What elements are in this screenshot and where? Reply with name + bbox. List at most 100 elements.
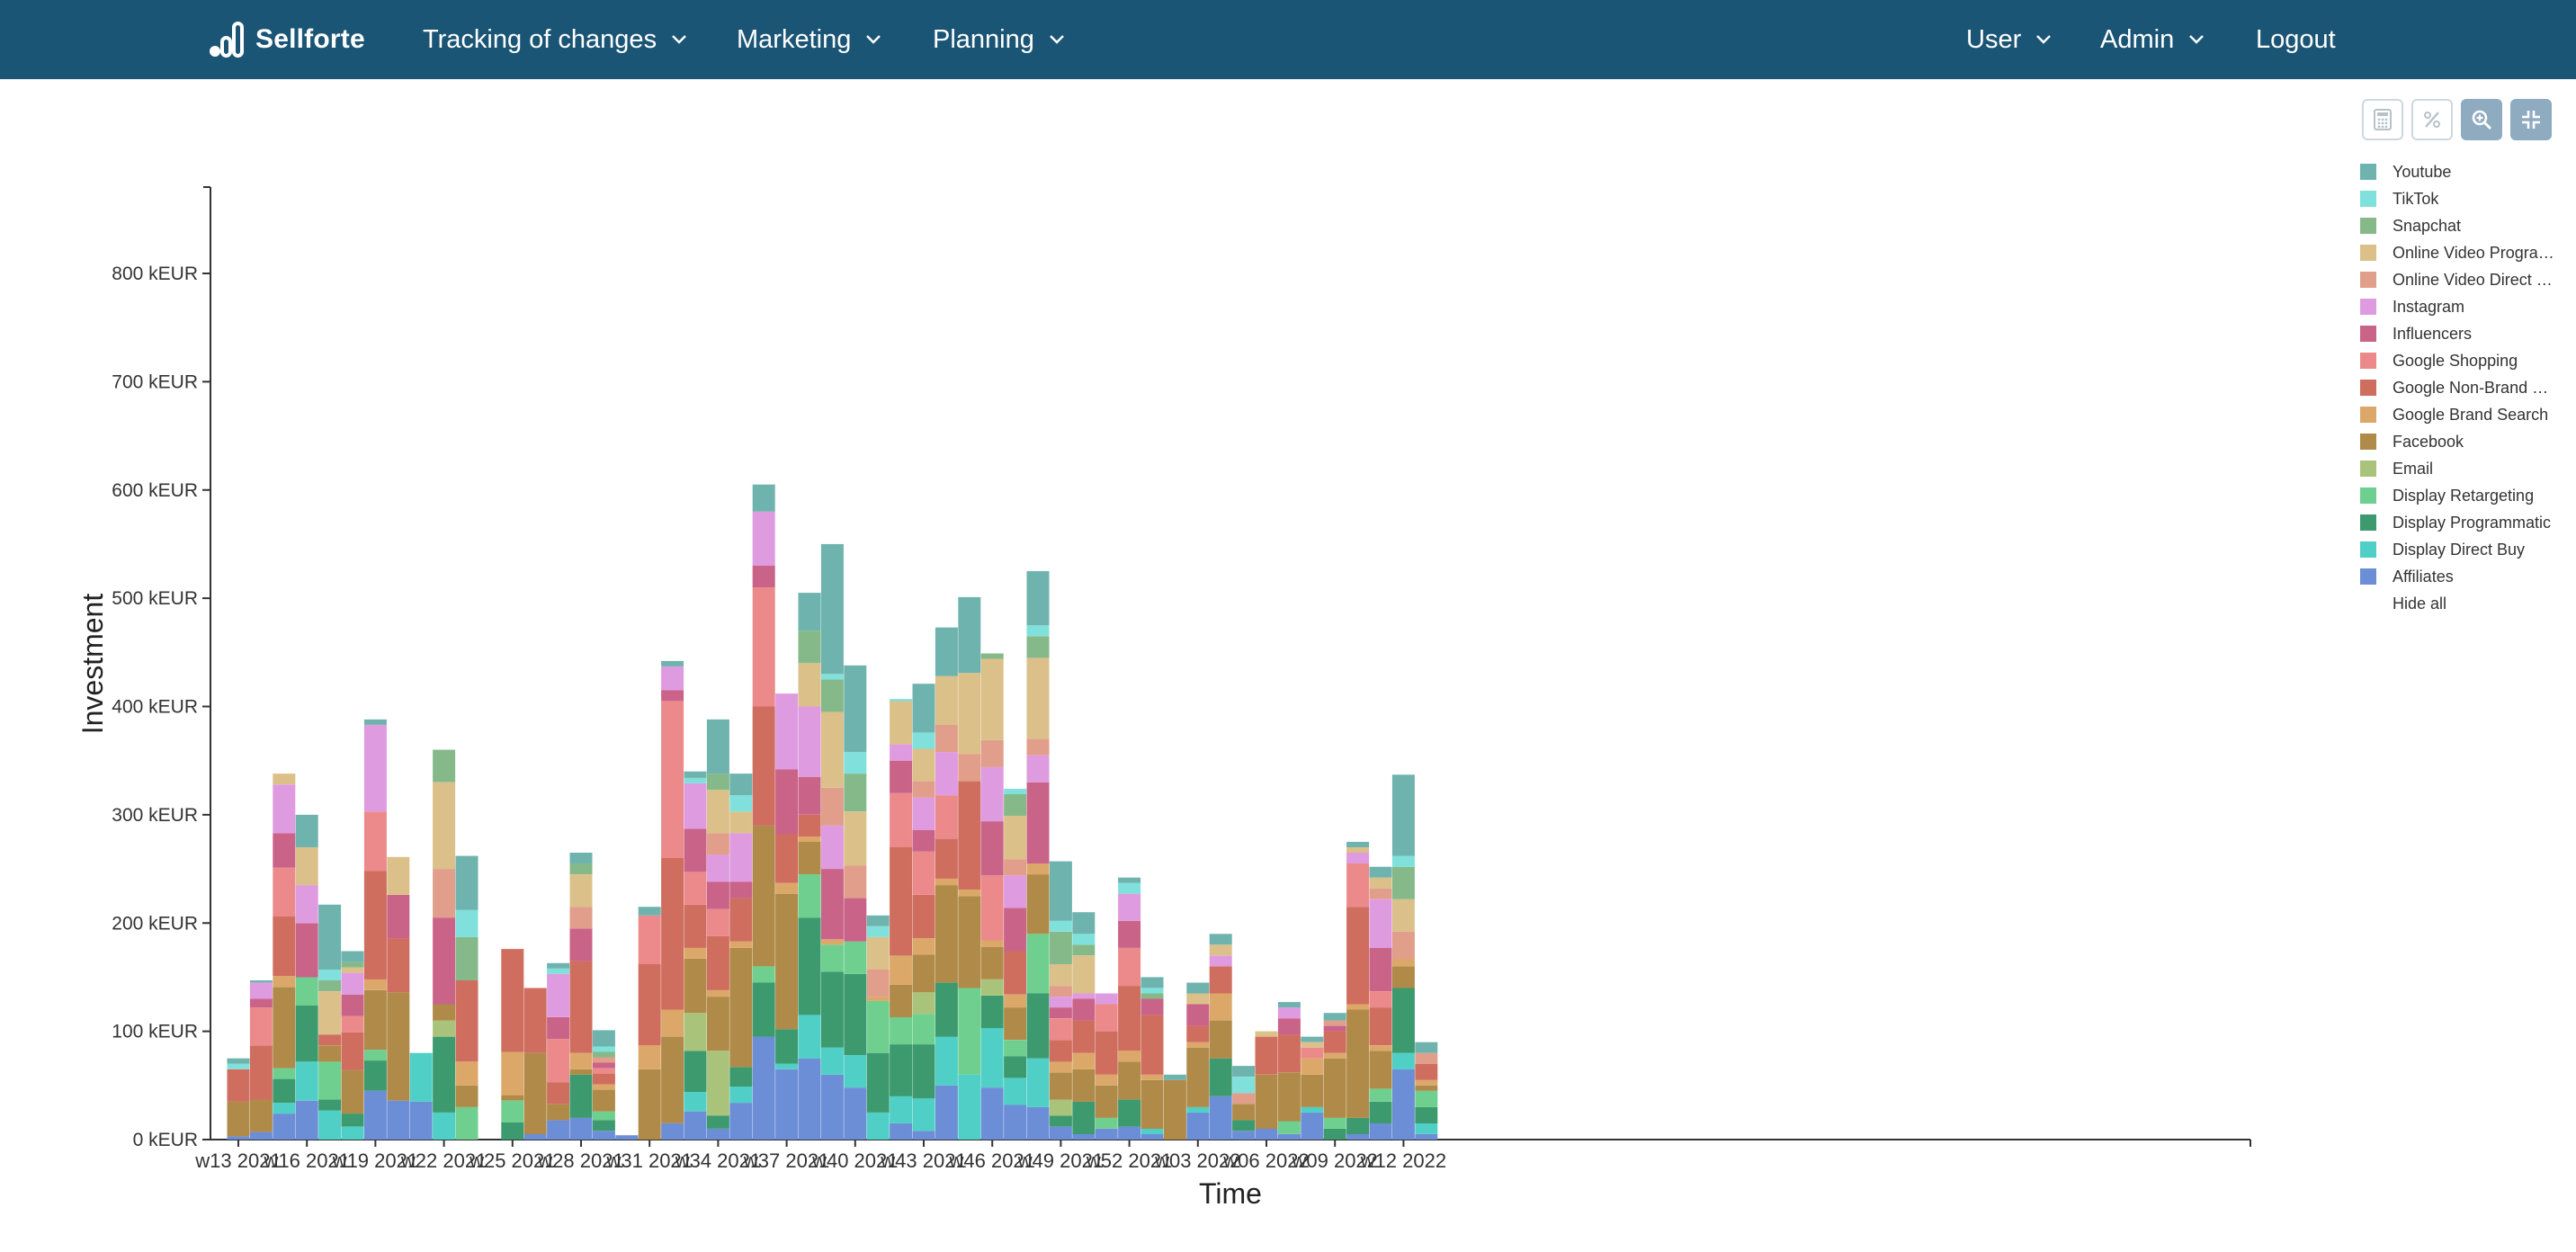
legend-item[interactable]: Google Brand Search — [2360, 401, 2567, 428]
bar-segment — [1004, 1007, 1027, 1041]
legend-item[interactable]: Snapchat — [2360, 212, 2567, 239]
legend-item[interactable]: Google Shopping — [2360, 347, 2567, 374]
bar-segment — [363, 1090, 387, 1140]
legend-label: Google Non-Brand Search — [2393, 378, 2554, 397]
bar-segment — [1140, 993, 1164, 999]
bar-segment — [706, 881, 729, 909]
bar-segment — [706, 908, 729, 936]
nav-logout[interactable]: Logout — [2256, 20, 2336, 59]
bar-segment — [295, 847, 318, 886]
bar-segment — [866, 1000, 890, 1053]
x-tick-label: w52 2021 — [1086, 1149, 1172, 1172]
bar-segment — [890, 744, 913, 761]
bar-segment — [1118, 920, 1141, 948]
bar-segment — [1346, 1009, 1370, 1118]
bar-segment — [706, 1129, 729, 1140]
nav-marketing-label: Marketing — [737, 24, 852, 54]
nav-marketing[interactable]: Marketing — [737, 20, 881, 59]
x-tick-label: w25 2021 — [469, 1149, 555, 1172]
bar-segment — [1346, 847, 1370, 853]
bar-segment — [1323, 1052, 1346, 1059]
legend-item[interactable]: Influencers — [2360, 320, 2567, 347]
legend-label: Online Video Programmatic — [2393, 243, 2554, 262]
bar-segment — [958, 889, 981, 897]
legend-item[interactable]: Online Video Direct Buy — [2360, 266, 2567, 293]
bar-segment — [1277, 1007, 1301, 1019]
bar-segment — [729, 881, 753, 899]
bar-segment — [523, 1052, 547, 1134]
compress-icon — [2522, 111, 2540, 129]
percent-button[interactable] — [2411, 99, 2453, 140]
bar-segment — [1118, 877, 1141, 883]
percent-icon — [2424, 112, 2440, 128]
bar-segment — [775, 1029, 799, 1064]
y-tick-label: 600 kEUR — [112, 480, 198, 501]
legend-label: Snapchat — [2393, 216, 2462, 235]
bar-segment — [433, 917, 456, 1005]
bar-segment — [661, 1122, 684, 1140]
bar-segment — [1369, 947, 1392, 991]
legend-swatch — [2360, 434, 2376, 450]
nav-tracking-of-changes[interactable]: Tracking of changes — [423, 20, 687, 59]
nav-user[interactable]: User — [1966, 20, 2052, 59]
bar-segment — [752, 982, 775, 1037]
bar-segment — [844, 811, 867, 866]
bar-segment — [295, 1100, 318, 1140]
bar-segment — [1415, 1079, 1438, 1086]
bar-segment — [935, 675, 958, 725]
bar-segment — [798, 1058, 821, 1140]
bar-segment — [1186, 1025, 1210, 1042]
legend-item[interactable]: Youtube — [2360, 158, 2567, 185]
bar-segment — [318, 1099, 342, 1111]
bar-segment — [980, 1087, 1004, 1140]
legend-item[interactable]: Display Programmatic — [2360, 509, 2567, 536]
bar-segment — [1163, 1079, 1186, 1140]
bar-segment — [227, 1069, 250, 1102]
bar-segment — [729, 795, 753, 812]
bar-segment — [341, 1126, 364, 1140]
bar-segment — [1004, 951, 1027, 995]
bar-segment — [592, 1084, 615, 1090]
zoom-button[interactable] — [2461, 99, 2502, 140]
bar-segment — [1186, 1106, 1210, 1113]
x-tick-label: w31 2021 — [605, 1149, 692, 1172]
bar-segment — [1232, 1120, 1256, 1131]
bar-segment — [684, 904, 707, 948]
legend-item[interactable]: Email — [2360, 455, 2567, 482]
bar-segment — [501, 949, 524, 1052]
legend-hide-all[interactable]: Hide all — [2393, 594, 2447, 613]
bar-segment — [1346, 863, 1370, 908]
logo[interactable]: Sellforte — [207, 18, 365, 61]
legend-item[interactable]: Display Direct Buy — [2360, 536, 2567, 563]
bar-segment — [1049, 1040, 1072, 1062]
legend-item[interactable]: Google Non-Brand Search — [2360, 374, 2567, 401]
bar-segment — [706, 935, 729, 990]
legend-item[interactable]: Affiliates — [2360, 563, 2567, 590]
bar-segment — [1415, 1106, 1438, 1123]
legend-item[interactable]: Online Video Programmatic — [2360, 239, 2567, 266]
bar-segment — [1072, 998, 1096, 1021]
calculator-button[interactable] — [2362, 99, 2403, 140]
bar-segment — [844, 752, 867, 774]
bar-segment — [866, 936, 890, 970]
bar-segment — [798, 1015, 821, 1059]
legend-item[interactable]: Display Retargeting — [2360, 482, 2567, 509]
bar-segment — [752, 706, 775, 826]
nav-admin[interactable]: Admin — [2100, 20, 2205, 59]
bar-segment — [1072, 912, 1096, 935]
bar-segment — [798, 663, 821, 707]
bar-segment — [729, 1067, 753, 1087]
bar-segment — [844, 665, 867, 753]
top-navbar: Sellforte Tracking of changes Marketing … — [0, 0, 2576, 79]
bar-segment — [1415, 1085, 1438, 1091]
legend-item[interactable]: Facebook — [2360, 428, 2567, 455]
compress-button[interactable] — [2510, 99, 2552, 140]
bar-segment — [433, 869, 456, 918]
bar-segment — [820, 787, 844, 826]
bar-segment — [684, 1092, 707, 1112]
nav-planning[interactable]: Planning — [933, 20, 1065, 59]
bar-segment — [684, 1013, 707, 1051]
legend-item[interactable]: Instagram — [2360, 293, 2567, 320]
legend-item[interactable]: TikTok — [2360, 185, 2567, 212]
bar-segment — [569, 961, 593, 1053]
